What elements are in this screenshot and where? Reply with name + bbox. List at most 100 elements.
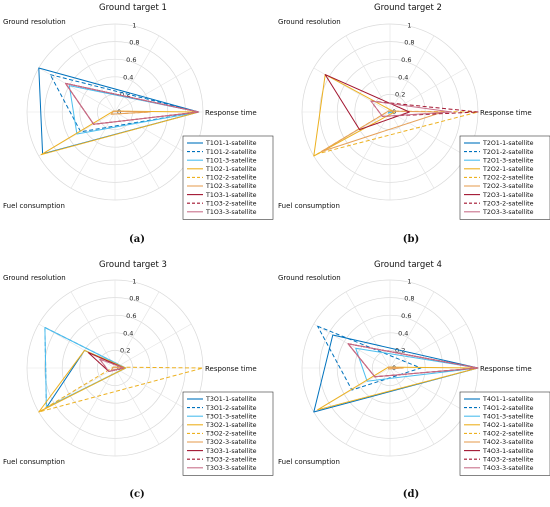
- grid-spoke: [70, 111, 116, 189]
- r-tick-label: 0: [392, 364, 396, 372]
- grid-spoke: [114, 367, 160, 445]
- r-tick-label: 0.2: [120, 347, 130, 355]
- legend-entry: T2O3-1-satellite: [482, 192, 534, 199]
- series-line-T3O2-2-satellite: [38, 366, 204, 413]
- legend-entry: T3O3-1-satellite: [205, 448, 257, 455]
- series-line-T1O1-3-satellite: [68, 85, 200, 135]
- series-line-T1O3-3-satellite: [65, 82, 200, 125]
- series-line-T4O2-3-satellite: [388, 366, 404, 370]
- series-line-T2O2-1-satellite: [313, 74, 395, 157]
- series-line-T2O2-2-satellite: [317, 110, 479, 155]
- series-line-T2O3-1-satellite: [324, 74, 410, 131]
- series-line-T4O3-2-satellite: [347, 343, 479, 378]
- r-tick-label: 0.6: [126, 312, 136, 320]
- legend-entry: T4O1-2-satellite: [482, 405, 534, 412]
- legend-entry: T3O1-1-satellite: [205, 396, 257, 403]
- grid-spoke: [345, 367, 391, 445]
- legend-entry: T1O3-3-satellite: [205, 209, 257, 216]
- r-tick-label: 1: [132, 21, 136, 29]
- legend-entry: T2O1-2-satellite: [482, 149, 534, 156]
- axis-label: Response time: [480, 109, 532, 117]
- legend-entry: T3O2-2-satellite: [205, 431, 257, 438]
- grid-spoke: [114, 323, 192, 369]
- r-tick-label: 0.8: [404, 295, 414, 303]
- series-line-T1O2-1-satellite: [40, 110, 200, 156]
- r-tick-label: 1: [132, 277, 136, 285]
- series-line-T4O1-1-satellite: [313, 334, 479, 413]
- legend-entry: T1O3-2-satellite: [205, 200, 257, 207]
- legend-entry: T2O3-2-satellite: [482, 200, 534, 207]
- legend-entry: T4O3-3-satellite: [482, 465, 534, 472]
- r-tick-label: 1: [407, 21, 411, 29]
- chart-title: Ground target 4: [374, 260, 442, 270]
- grid-spoke: [114, 291, 160, 369]
- r-tick-label: 0.8: [404, 39, 414, 47]
- grid-spoke: [70, 35, 116, 113]
- series-line-T2O2-3-satellite: [320, 110, 444, 153]
- r-tick-label: 0.2: [395, 91, 405, 99]
- r-tick-label: 0.4: [123, 329, 133, 337]
- legend-entry: T4O1-3-satellite: [482, 413, 534, 420]
- grid-spoke: [389, 111, 435, 189]
- r-tick-label: 0: [117, 108, 121, 116]
- r-tick-label: 0.8: [129, 39, 139, 47]
- grid-spoke: [389, 35, 435, 113]
- series-line-T4O3-1-satellite: [347, 343, 479, 378]
- legend-entry: T2O1-3-satellite: [482, 157, 534, 164]
- r-tick-label: 0.6: [126, 56, 136, 64]
- axis-label: Fuel consumption: [3, 458, 65, 466]
- series-line-T1O3-2-satellite: [65, 82, 200, 125]
- r-tick-label: 1: [407, 277, 411, 285]
- grid-spoke: [345, 291, 391, 369]
- legend-entry: T4O2-3-satellite: [482, 439, 534, 446]
- grid-spoke: [345, 111, 391, 189]
- legend-entry: T2O3-3-satellite: [482, 209, 534, 216]
- series-line-T3O2-1-satellite: [38, 349, 127, 413]
- legend-entry: T1O1-2-satellite: [205, 149, 257, 156]
- series-line-T4O3-3-satellite: [347, 343, 479, 378]
- legend-entry: T1O1-3-satellite: [205, 157, 257, 164]
- panel-caption: (b): [403, 234, 419, 245]
- grid-spoke: [70, 291, 116, 369]
- grid-spoke: [389, 111, 467, 157]
- series-line-T4O2-1-satellite: [317, 366, 479, 411]
- legend-entry: T4O2-1-satellite: [482, 422, 534, 429]
- legend-entry: T2O2-1-satellite: [482, 166, 534, 173]
- panel-caption: (a): [129, 234, 145, 245]
- grid-spoke: [114, 367, 192, 413]
- legend-entry: T3O3-2-satellite: [205, 456, 257, 463]
- legend-entry: T3O3-3-satellite: [205, 465, 257, 472]
- r-tick-label: 0.4: [398, 329, 408, 337]
- r-tick-label: 0.6: [401, 56, 411, 64]
- legend-entry: T1O2-2-satellite: [205, 175, 257, 182]
- legend-entry: T1O2-1-satellite: [205, 166, 257, 173]
- legend-entry: T4O2-2-satellite: [482, 431, 534, 438]
- series-line-T1O3-1-satellite: [65, 82, 200, 125]
- grid-spoke: [389, 367, 435, 445]
- grid-spoke: [114, 67, 192, 113]
- grid-spoke: [345, 35, 391, 113]
- series-line-T4O1-2-satellite: [317, 325, 422, 391]
- axis-label: Ground resolution: [3, 18, 66, 26]
- panel-caption: (c): [129, 489, 145, 500]
- grid-spoke: [114, 111, 192, 157]
- legend-entry: T1O3-1-satellite: [205, 192, 257, 199]
- chart-title: Ground target 3: [99, 260, 167, 270]
- legend-entry: T3O2-3-satellite: [205, 439, 257, 446]
- r-tick-label: 0.8: [129, 295, 139, 303]
- legend-entry: T4O1-1-satellite: [482, 396, 534, 403]
- legend-entry: T3O1-2-satellite: [205, 405, 257, 412]
- legend-entry: T3O1-3-satellite: [205, 413, 257, 420]
- axis-label: Fuel consumption: [278, 458, 340, 466]
- legend-entry: T4O3-1-satellite: [482, 448, 534, 455]
- radar-panel-1: 0 0.2 0.4 0.6 0.8 1 Ground resolution Response …: [3, 3, 274, 245]
- series-line-T2O3-3-satellite: [370, 100, 453, 117]
- legend-entry: T1O1-1-satellite: [205, 140, 257, 147]
- axis-label: Ground resolution: [278, 18, 341, 26]
- axis-label: Response time: [480, 365, 532, 373]
- series-line-T3O3-3-satellite: [99, 358, 125, 372]
- grid-spoke: [70, 367, 116, 445]
